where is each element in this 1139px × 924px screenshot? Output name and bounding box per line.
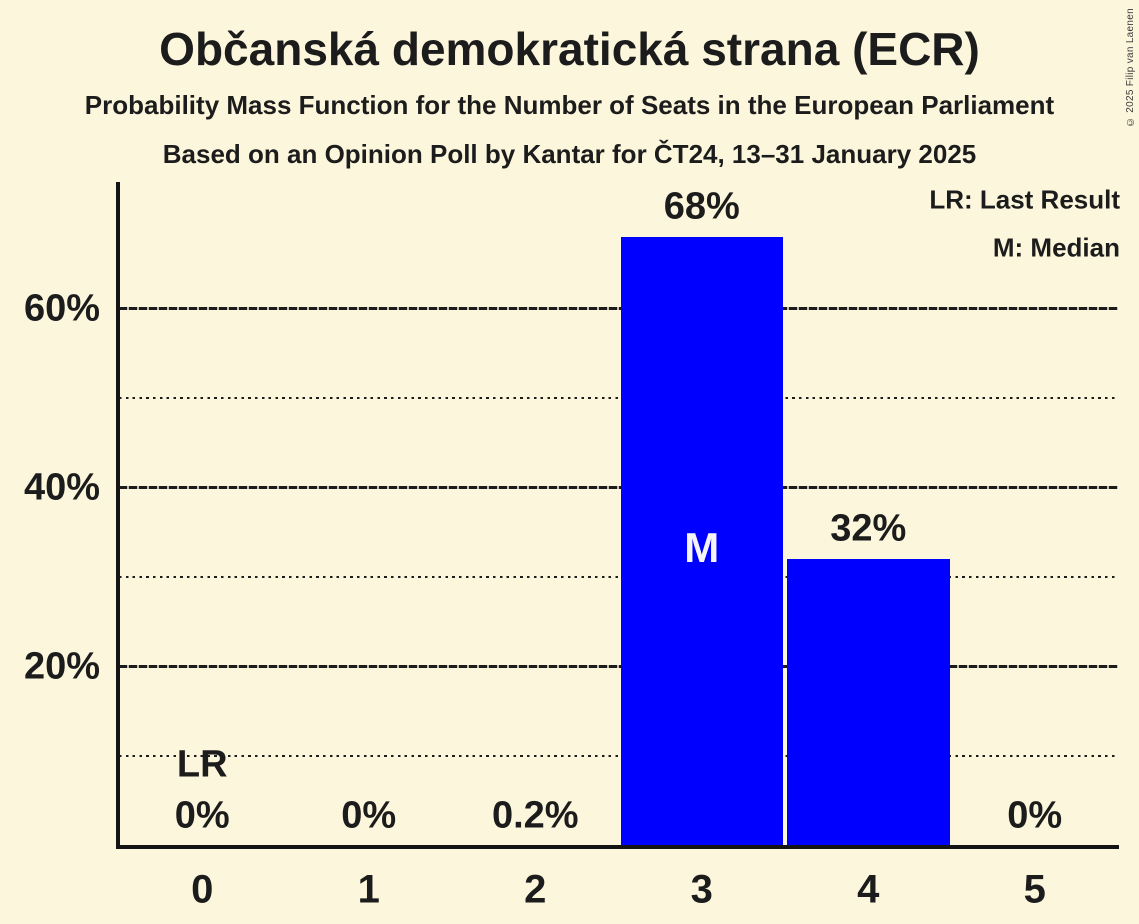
chart-subtitle: Probability Mass Function for the Number… — [84, 90, 1055, 120]
bar-value-label: 0% — [341, 794, 397, 836]
x-tick-label: 0 — [191, 867, 214, 912]
bar — [620, 236, 783, 847]
x-tick-label: 4 — [857, 867, 880, 912]
x-tick-label: 5 — [1023, 867, 1046, 912]
gridline-dotted — [119, 754, 1118, 758]
gridline-dotted — [119, 575, 1118, 579]
y-axis-line — [116, 182, 120, 849]
legend-last-result: LR: Last Result — [929, 184, 1120, 215]
last-result-label: LR — [176, 743, 228, 786]
y-tick-label: 40% — [23, 466, 100, 508]
gridline-dotted — [119, 396, 1118, 400]
gridline-solid — [119, 665, 1118, 668]
bar-value-label: 0% — [174, 794, 230, 836]
legend-median: M: Median — [992, 232, 1120, 263]
x-tick-label: 3 — [690, 867, 713, 912]
y-tick-label: 60% — [23, 287, 100, 329]
chart-title: Občanská demokratická strana (ECR) — [159, 23, 980, 75]
median-label: M — [684, 524, 720, 572]
gridline-solid — [119, 307, 1118, 310]
y-tick-label: 20% — [23, 645, 100, 687]
x-tick-label: 2 — [524, 867, 547, 912]
bar-value-label: 68% — [663, 185, 740, 228]
bar — [787, 559, 950, 847]
gridline-solid — [119, 486, 1118, 489]
chart-source-subtitle: Based on an Opinion Poll by Kantar for Č… — [162, 139, 977, 169]
bar-value-label: 32% — [830, 507, 907, 550]
x-axis-line — [116, 845, 1119, 849]
bar-value-label: 0% — [1007, 794, 1063, 836]
x-tick-label: 1 — [357, 867, 380, 912]
bar-value-label: 0.2% — [491, 794, 579, 836]
